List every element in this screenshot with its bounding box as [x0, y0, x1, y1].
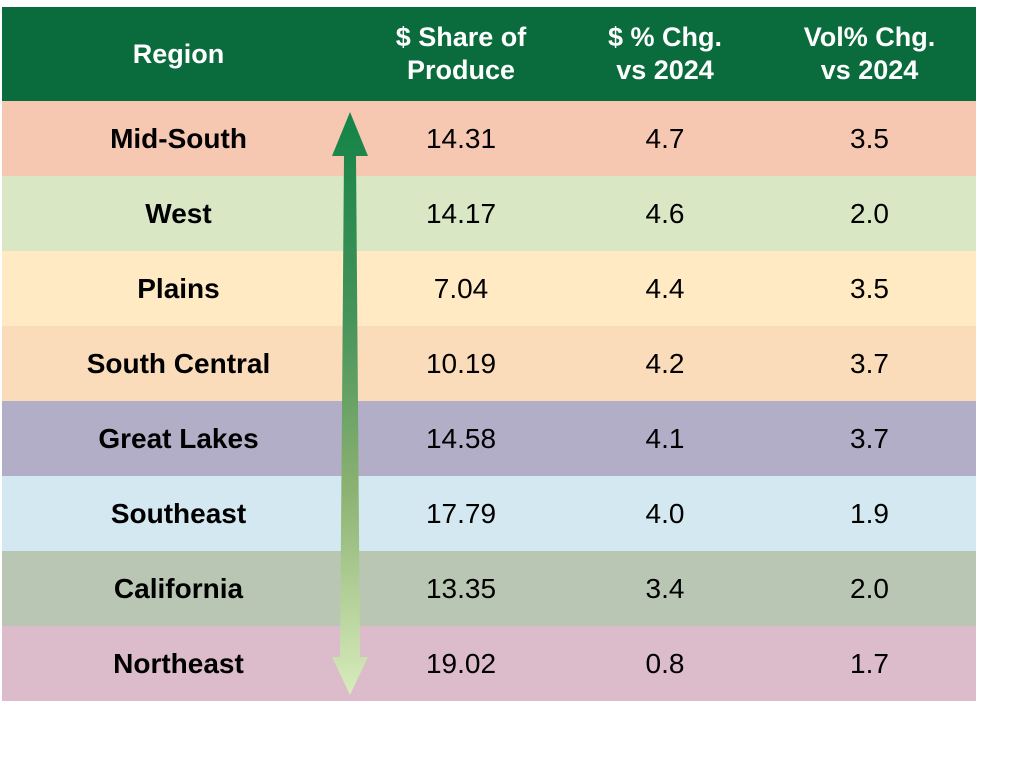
dollar-chg-value: 4.1	[645, 422, 685, 454]
table-row-great-lakes: Great Lakes 14.58 4.1 3.7	[2, 401, 976, 476]
header-cell-vol-chg: Vol% Chg. vs 2024	[763, 7, 976, 101]
region-label: Plains	[137, 272, 220, 304]
vol-chg-value: 1.9	[850, 497, 889, 529]
header-row: Region $ Share of Produce $ % Chg. vs 2024…	[2, 7, 976, 101]
vol-chg-value: 3.5	[850, 272, 889, 304]
header-dollar-chg-line2: vs 2024	[616, 55, 714, 85]
dollar-chg-value: 4.2	[645, 347, 685, 379]
share-value: 7.04	[433, 272, 489, 304]
share-value: 14.58	[425, 422, 497, 454]
region-produce-table: Region $ Share of Produce $ % Chg. vs 2024…	[2, 7, 976, 701]
share-value: 13.35	[425, 572, 497, 604]
vol-chg-value: 3.5	[850, 122, 889, 154]
vol-chg-value: 3.7	[850, 347, 889, 379]
dollar-chg-value: 4.7	[645, 122, 685, 154]
region-label: Great Lakes	[98, 422, 259, 454]
vol-chg-value: 3.7	[850, 422, 889, 454]
table-row-california: California 13.35 3.4 2.0	[2, 551, 976, 626]
header-vol-chg-line2: vs 2024	[820, 55, 919, 85]
table-row-mid-south: Mid-South 14.31 4.7 3.5	[2, 101, 976, 176]
vol-chg-value: 2.0	[850, 572, 889, 604]
dollar-chg-value: 4.4	[645, 272, 685, 304]
region-label: South Central	[86, 347, 271, 379]
header-vol-chg-line1: Vol% Chg.	[803, 22, 936, 53]
share-value: 14.31	[425, 122, 497, 154]
header-share-line2: Produce	[406, 55, 516, 85]
table-row-plains: Plains 7.04 4.4 3.5	[2, 251, 976, 326]
dollar-chg-value: 0.8	[645, 647, 685, 679]
share-value: 19.02	[425, 647, 497, 679]
share-value: 17.79	[425, 497, 497, 529]
table-body: Mid-South 14.31 4.7 3.5 West 14.17 4.6 2…	[2, 101, 976, 701]
dollar-chg-value: 4.0	[645, 497, 685, 529]
table-row-southeast: Southeast 17.79 4.0 1.9	[2, 476, 976, 551]
share-value: 10.19	[425, 347, 497, 379]
dollar-chg-value: 4.6	[645, 197, 685, 229]
header-share-line1: $ Share of	[395, 22, 527, 53]
region-label: Southeast	[110, 497, 247, 529]
header-cell-region: Region	[2, 7, 355, 101]
region-label: California	[113, 572, 244, 604]
region-label: Mid-South	[110, 122, 247, 154]
header-cell-dollar-chg: $ % Chg. vs 2024	[567, 7, 763, 101]
region-label: Northeast	[113, 647, 244, 679]
dollar-chg-value: 3.4	[645, 572, 685, 604]
table-header: Region $ Share of Produce $ % Chg. vs 2024…	[2, 7, 976, 101]
header-cell-share: $ Share of Produce	[355, 7, 567, 101]
region-label: West	[145, 197, 212, 229]
table-row-northeast: Northeast 19.02 0.8 1.7	[2, 626, 976, 701]
table-row-west: West 14.17 4.6 2.0	[2, 176, 976, 251]
header-region-line1: Region	[132, 38, 225, 69]
header-dollar-chg-line1: $ % Chg.	[607, 22, 722, 53]
share-value: 14.17	[425, 197, 497, 229]
table-row-south-central: South Central 10.19 4.2 3.7	[2, 326, 976, 401]
vol-chg-value: 1.7	[850, 647, 889, 679]
vol-chg-value: 2.0	[850, 197, 889, 229]
